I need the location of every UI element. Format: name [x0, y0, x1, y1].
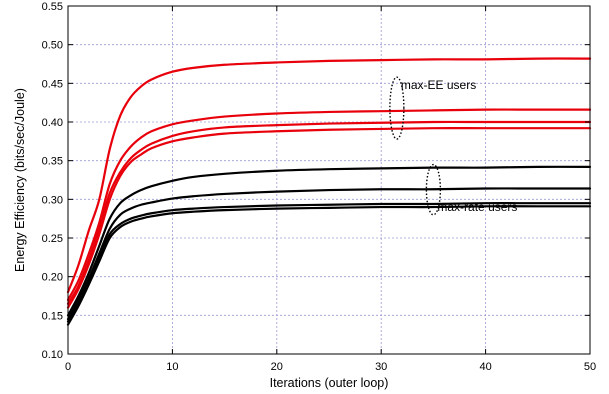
y-tick-label: 0.55 [42, 1, 63, 13]
x-tick-label: 0 [65, 361, 71, 373]
max-ee-series-line-3 [66, 127, 592, 309]
max-ee-users-label: max-EE users [401, 78, 476, 92]
max-rate-series-line-6 [66, 202, 592, 323]
max-ee-series-line-1 [66, 108, 592, 301]
max-rate-series-line-5 [66, 187, 592, 321]
y-tick-label: 0.35 [42, 156, 63, 168]
y-tick-label: 0.25 [42, 233, 63, 245]
max-ee-series-line-2 [66, 120, 592, 305]
x-tick-label: 10 [166, 361, 178, 373]
annotation-ellipse [425, 163, 442, 216]
y-tick-label: 0.20 [42, 272, 63, 284]
max-ee-series-line-0 [66, 57, 592, 294]
x-tick-label: 50 [584, 361, 596, 373]
annotation-ellipse [389, 76, 405, 140]
max-rate-users-label: max-rate users [437, 200, 517, 214]
axis-ticks: 0.10 0.15 0.20 0.25 0.30 0.35 0.40 0.45 0.50 0.55… [42, 1, 597, 373]
y-tick-label: 0.30 [42, 194, 63, 206]
plot-frame [67, 5, 591, 355]
y-tick-label: 0.50 [42, 40, 63, 52]
x-axis-label: Iterations (outer loop) [270, 376, 389, 390]
max-rate-series-line-4 [66, 165, 592, 317]
x-tick-label: 30 [375, 361, 387, 373]
y-tick-label: 0.45 [42, 78, 63, 90]
y-tick-label: 0.15 [42, 310, 63, 322]
y-tick-label: 0.10 [42, 349, 63, 361]
x-tick-label: 20 [271, 361, 283, 373]
series-lines [66, 57, 592, 326]
annotations: max-EE users max-rate users [389, 76, 517, 216]
plot-background [68, 6, 590, 354]
max-rate-series-line-7 [66, 205, 592, 326]
x-tick-label: 40 [479, 361, 491, 373]
y-tick-label: 0.40 [42, 117, 63, 129]
y-axis-label: Energy Efficiency (bits/sec/Joule) [13, 88, 27, 272]
